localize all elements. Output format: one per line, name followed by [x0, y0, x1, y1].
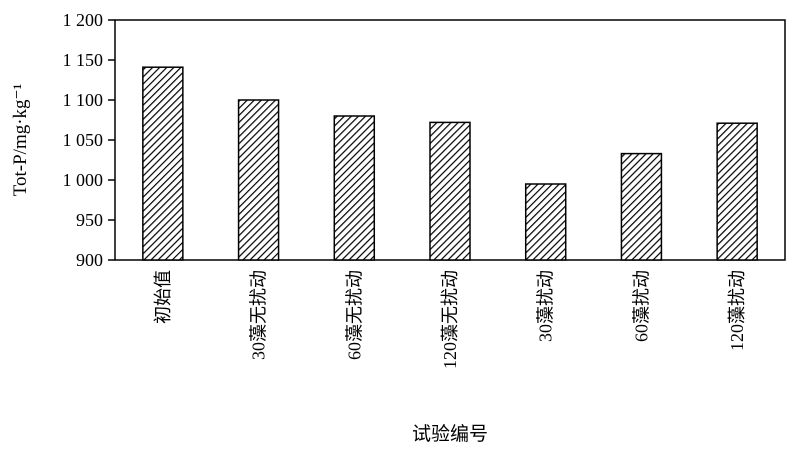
y-tick-label: 900	[76, 250, 103, 270]
y-tick-label: 1 050	[63, 130, 104, 150]
y-tick-label: 1 150	[63, 50, 104, 70]
x-category-label: 60藻扰动	[631, 270, 651, 342]
x-category-label: 30藻扰动	[536, 270, 556, 342]
x-category-label: 初始值	[153, 270, 173, 324]
bar	[429, 121, 471, 261]
x-category-label: 120藻扰动	[727, 270, 747, 351]
y-tick-label: 950	[76, 210, 103, 230]
y-tick-label: 1 000	[63, 170, 104, 190]
y-axis-label: Tot-P/mg·kg⁻¹	[10, 83, 31, 196]
bar	[142, 66, 184, 261]
x-category-label: 120藻无扰动	[440, 270, 460, 369]
bars	[142, 66, 758, 261]
x-axis-labels: 初始值 30藻无扰动 60藻无扰动 120藻无扰动 30藻扰动 60藻扰动 120藻扰动	[153, 270, 747, 369]
bar	[524, 183, 567, 261]
bar	[620, 152, 663, 261]
bar	[237, 99, 280, 261]
x-axis-label: 试验编号	[412, 423, 488, 445]
y-tick-label: 1 200	[63, 10, 104, 30]
x-category-label: 30藻无扰动	[249, 270, 269, 360]
x-category-label: 60藻无扰动	[344, 270, 364, 360]
bar	[716, 122, 758, 261]
bar	[333, 115, 376, 261]
y-tick-label: 1 100	[63, 90, 104, 110]
y-axis: 900 950 1 000 1 050 1 100 1 150 1 200	[63, 10, 115, 270]
